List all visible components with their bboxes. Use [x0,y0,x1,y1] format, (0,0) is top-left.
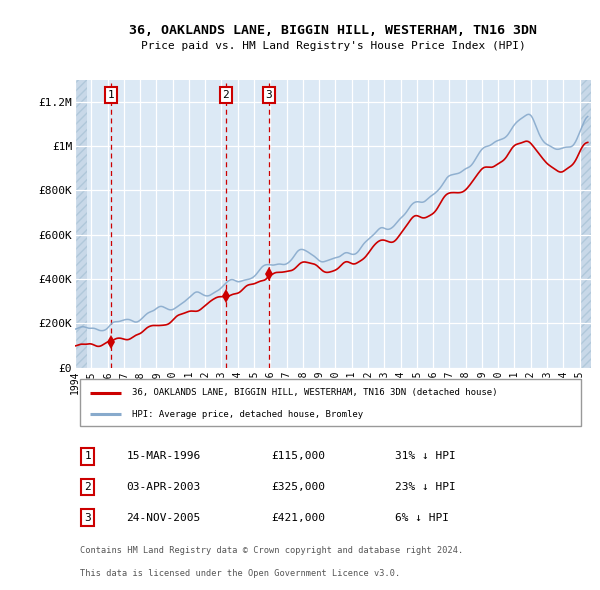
Text: This data is licensed under the Open Government Licence v3.0.: This data is licensed under the Open Gov… [80,569,400,578]
Text: 3: 3 [85,513,91,523]
Text: 23% ↓ HPI: 23% ↓ HPI [395,482,455,492]
Text: 36, OAKLANDS LANE, BIGGIN HILL, WESTERHAM, TN16 3DN (detached house): 36, OAKLANDS LANE, BIGGIN HILL, WESTERHA… [132,388,497,397]
Text: £115,000: £115,000 [271,451,325,461]
Bar [75,80,87,368]
Text: Contains HM Land Registry data © Crown copyright and database right 2024.: Contains HM Land Registry data © Crown c… [80,546,463,555]
Text: 03-APR-2003: 03-APR-2003 [127,482,201,492]
Text: Price paid vs. HM Land Registry's House Price Index (HPI): Price paid vs. HM Land Registry's House … [140,41,526,51]
Text: 36, OAKLANDS LANE, BIGGIN HILL, WESTERHAM, TN16 3DN: 36, OAKLANDS LANE, BIGGIN HILL, WESTERHA… [129,24,537,37]
Text: 1: 1 [85,451,91,461]
Bar [580,80,591,368]
FancyBboxPatch shape [80,379,581,427]
Text: 3: 3 [265,90,272,100]
Text: 1: 1 [107,90,115,100]
Text: £325,000: £325,000 [271,482,325,492]
Text: £421,000: £421,000 [271,513,325,523]
Text: 2: 2 [223,90,229,100]
Text: 24-NOV-2005: 24-NOV-2005 [127,513,201,523]
Text: 31% ↓ HPI: 31% ↓ HPI [395,451,455,461]
Text: 2: 2 [85,482,91,492]
Text: HPI: Average price, detached house, Bromley: HPI: Average price, detached house, Brom… [132,409,363,419]
Text: 6% ↓ HPI: 6% ↓ HPI [395,513,449,523]
Text: 15-MAR-1996: 15-MAR-1996 [127,451,201,461]
